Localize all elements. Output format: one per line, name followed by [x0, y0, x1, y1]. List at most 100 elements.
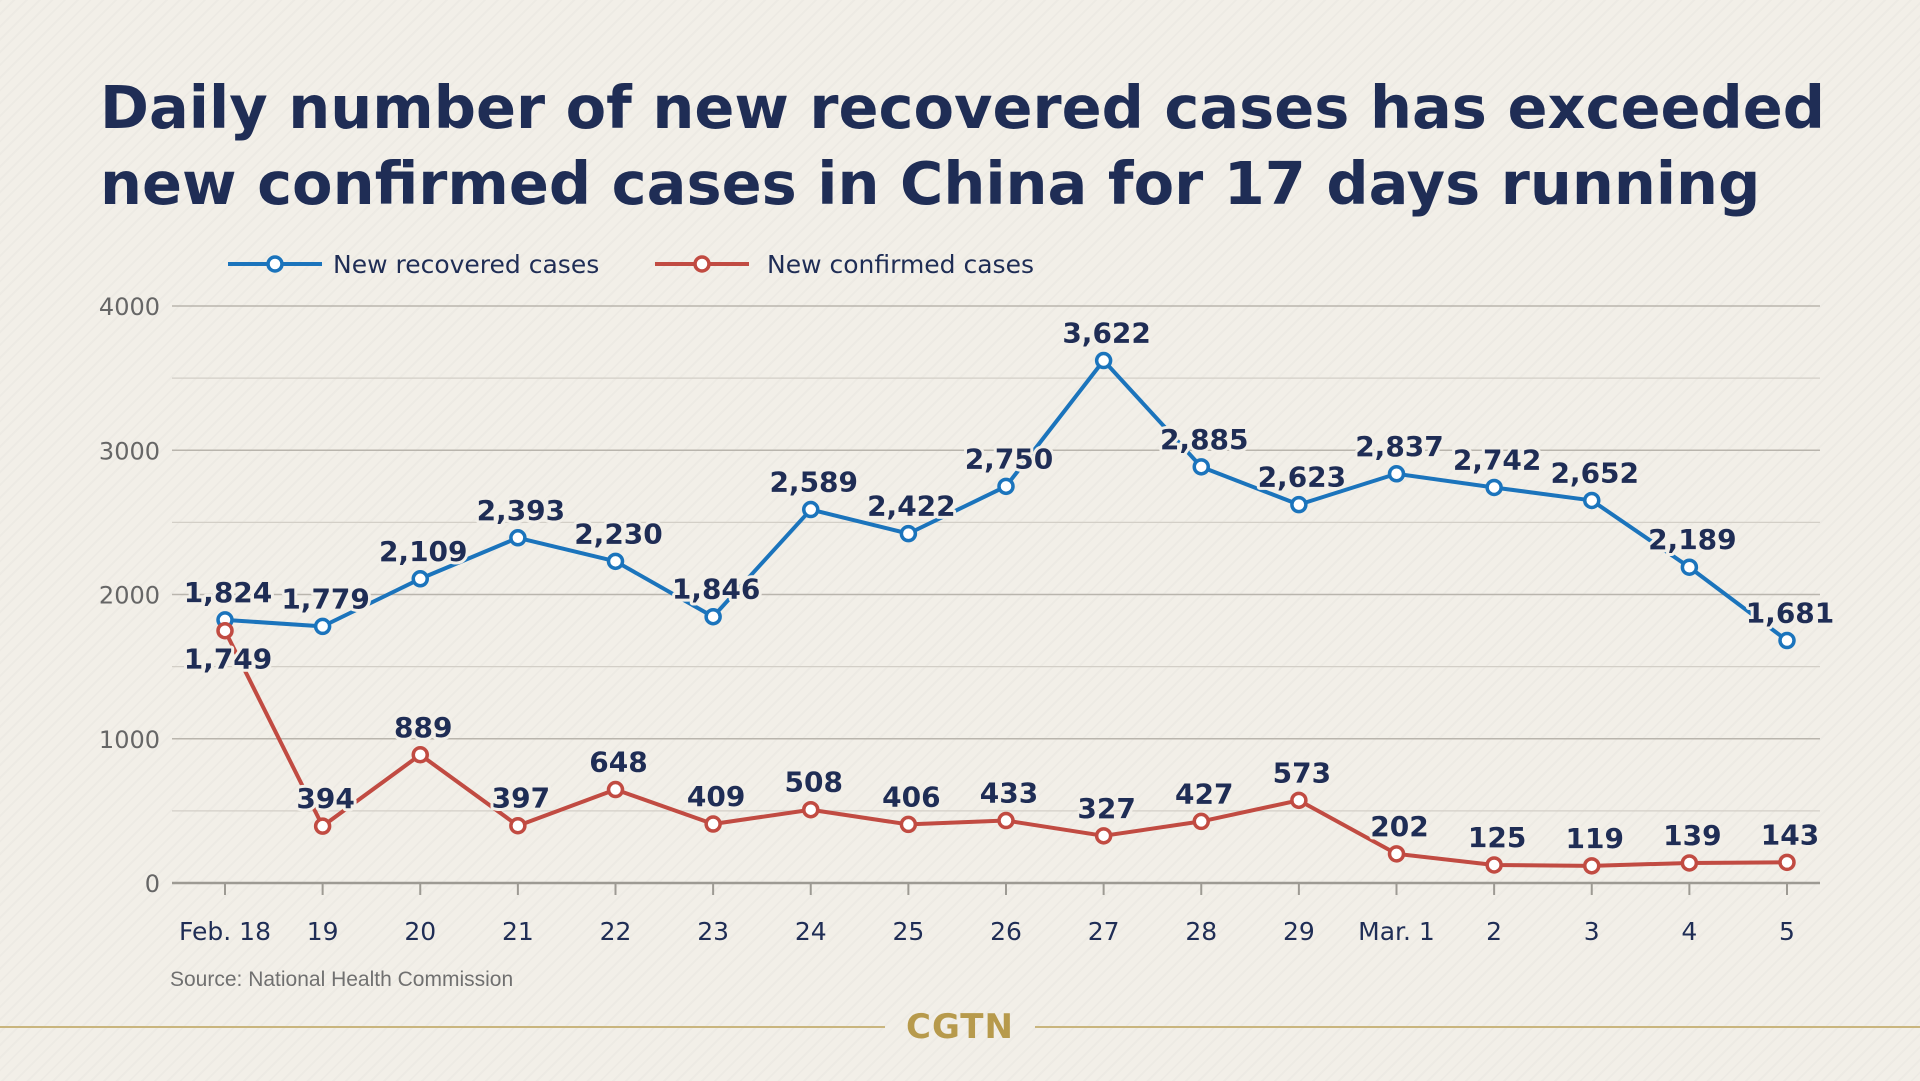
x-tick-label: 27: [1088, 917, 1120, 946]
data-label-confirmed: 394: [296, 782, 354, 815]
y-tick-label: 3000: [99, 437, 160, 465]
data-label-confirmed: 889: [394, 711, 452, 744]
y-tick-label: 1000: [99, 726, 160, 754]
data-label-recovered: 2,623: [1258, 461, 1347, 494]
data-label-confirmed: 139: [1663, 819, 1721, 852]
data-label-confirmed: 327: [1077, 792, 1135, 825]
data-point-confirmed: [313, 817, 332, 835]
x-tick-label: 25: [892, 917, 924, 946]
data-point-recovered: [1778, 631, 1796, 650]
data-point-confirmed: [1583, 857, 1601, 875]
x-tick-label: Feb. 18: [179, 917, 271, 946]
legend-label-2: New confirmed cases: [767, 250, 1034, 279]
data-label-recovered: 3,622: [1062, 317, 1151, 350]
x-tick-label: Mar. 1: [1358, 917, 1435, 946]
data-point-confirmed: [1778, 853, 1796, 872]
data-label-confirmed: 1,749: [184, 643, 273, 676]
x-tick-label: 23: [697, 917, 729, 946]
y-tick-label: 2000: [99, 582, 160, 610]
chart-title-line-2: new confirmed cases in China for 17 days…: [100, 149, 1761, 218]
data-label-confirmed: 508: [785, 766, 843, 799]
brand-divider-right: [1035, 1026, 1920, 1028]
x-tick-label: 3: [1584, 917, 1600, 946]
data-label-confirmed: 573: [1273, 756, 1331, 789]
data-point-recovered: [1387, 465, 1406, 483]
data-label-recovered: 1,846: [672, 573, 761, 606]
legend-label-1: New recovered cases: [333, 250, 599, 279]
x-tick-label: 29: [1283, 917, 1315, 946]
data-point-recovered: [411, 570, 429, 588]
data-label-recovered: 2,189: [1648, 523, 1737, 556]
data-point-confirmed: [1680, 854, 1699, 872]
y-tick-label: 4000: [99, 293, 160, 321]
data-label-recovered: 1,824: [184, 576, 273, 609]
data-point-confirmed: [1094, 827, 1113, 845]
x-tick-label: 28: [1185, 917, 1217, 946]
data-point-confirmed: [1290, 791, 1308, 810]
data-label-recovered: 2,422: [867, 490, 956, 523]
series-line-confirmed: [223, 629, 1788, 868]
data-label-confirmed: 397: [492, 782, 550, 815]
x-tick-label: 21: [502, 917, 534, 946]
data-point-confirmed: [606, 780, 625, 799]
data-point-confirmed: [997, 811, 1015, 830]
data-point-recovered: [899, 524, 918, 543]
data-label-recovered: 2,742: [1453, 443, 1542, 476]
x-tick-label: 22: [600, 917, 632, 946]
data-label-confirmed: 409: [687, 780, 745, 813]
data-point-recovered: [704, 607, 722, 626]
legend-marker-1: [266, 255, 284, 273]
x-tick-label: 19: [307, 917, 339, 946]
data-point-confirmed: [509, 816, 527, 835]
data-label-confirmed: 143: [1761, 818, 1819, 851]
data-label-confirmed: 119: [1566, 822, 1624, 855]
chart-title-line-1: Daily number of new recovered cases has …: [100, 73, 1826, 142]
data-label-recovered: 2,393: [477, 494, 566, 527]
data-label-recovered: 2,230: [574, 517, 663, 550]
x-tick-label: 26: [990, 917, 1022, 946]
data-point-recovered: [1192, 458, 1210, 476]
data-point-recovered: [1290, 495, 1308, 514]
data-label-confirmed: 433: [980, 777, 1038, 810]
data-point-recovered: [802, 500, 820, 519]
data-point-recovered: [1485, 478, 1503, 497]
data-point-recovered: [1094, 351, 1113, 370]
data-label-recovered: 2,109: [379, 535, 468, 568]
data-label-confirmed: 125: [1468, 821, 1526, 854]
data-label-recovered: 2,837: [1355, 430, 1444, 463]
data-point-recovered: [509, 529, 527, 547]
data-label-confirmed: 406: [882, 780, 940, 813]
x-tick-label: 2: [1486, 917, 1502, 946]
data-label-recovered: 2,750: [965, 442, 1054, 475]
data-label-confirmed: 202: [1370, 810, 1428, 843]
source-note: Source: National Health Commission: [170, 968, 514, 991]
data-label-recovered: 2,589: [769, 466, 858, 499]
data-point-confirmed: [216, 621, 234, 640]
x-tick-label: 20: [404, 917, 436, 946]
legend-marker-2: [693, 255, 711, 273]
data-label-confirmed: 648: [589, 746, 647, 779]
data-point-confirmed: [704, 815, 722, 833]
x-tick-label: 5: [1779, 917, 1795, 946]
data-point-confirmed: [1192, 812, 1210, 831]
data-label-confirmed: 427: [1175, 777, 1233, 810]
data-point-recovered: [313, 617, 332, 636]
data-point-recovered: [1680, 558, 1699, 576]
brand-divider-left: [0, 1026, 885, 1028]
data-point-confirmed: [1387, 845, 1406, 863]
data-point-recovered: [997, 477, 1015, 496]
data-point-confirmed: [1485, 856, 1503, 874]
data-point-confirmed: [899, 815, 918, 834]
data-point-confirmed: [411, 746, 429, 764]
data-point-recovered: [606, 552, 625, 571]
series-line-recovered: [224, 358, 1789, 643]
data-point-recovered: [1583, 491, 1601, 510]
data-label-recovered: 1,681: [1746, 597, 1835, 630]
x-tick-label: 4: [1681, 917, 1697, 946]
data-point-confirmed: [802, 800, 820, 819]
x-tick-label: 24: [795, 917, 827, 946]
data-label-recovered: 2,885: [1160, 423, 1249, 456]
chart-title: Daily number of new recovered cases has …: [100, 70, 1826, 222]
data-label-recovered: 2,652: [1550, 456, 1639, 489]
